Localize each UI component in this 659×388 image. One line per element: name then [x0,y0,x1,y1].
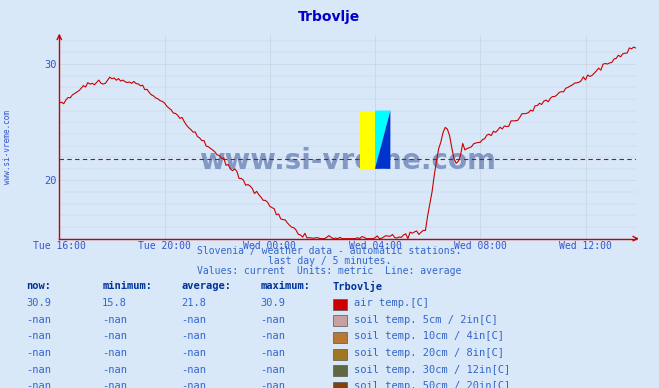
Text: -nan: -nan [181,381,206,388]
Text: 21.8: 21.8 [181,298,206,308]
Text: -nan: -nan [181,315,206,325]
Text: -nan: -nan [260,365,285,375]
Text: www.si-vreme.com: www.si-vreme.com [3,111,13,184]
Text: average:: average: [181,281,231,291]
Text: -nan: -nan [26,381,51,388]
Text: Values: current  Units: metric  Line: average: Values: current Units: metric Line: aver… [197,266,462,276]
Text: Slovenia / weather data - automatic stations.: Slovenia / weather data - automatic stat… [197,246,462,256]
Text: minimum:: minimum: [102,281,152,291]
Text: soil temp. 20cm / 8in[C]: soil temp. 20cm / 8in[C] [354,348,504,358]
Text: -nan: -nan [102,365,127,375]
Text: -nan: -nan [102,348,127,358]
Text: 30.9: 30.9 [26,298,51,308]
Text: www.si-vreme.com: www.si-vreme.com [199,147,496,175]
Text: -nan: -nan [181,348,206,358]
Text: now:: now: [26,281,51,291]
Text: -nan: -nan [26,365,51,375]
Text: Trbovlje: Trbovlje [299,10,360,24]
Text: -nan: -nan [102,315,127,325]
Text: 15.8: 15.8 [102,298,127,308]
Text: -nan: -nan [260,381,285,388]
Text: soil temp. 10cm / 4in[C]: soil temp. 10cm / 4in[C] [354,331,504,341]
Text: -nan: -nan [26,331,51,341]
Bar [360,111,375,169]
Text: -nan: -nan [102,381,127,388]
Polygon shape [375,111,390,169]
Text: 30.9: 30.9 [260,298,285,308]
Text: -nan: -nan [260,331,285,341]
Text: Trbovlje: Trbovlje [333,281,383,292]
Text: last day / 5 minutes.: last day / 5 minutes. [268,256,391,266]
Text: -nan: -nan [181,365,206,375]
Text: air temp.[C]: air temp.[C] [354,298,429,308]
Text: maximum:: maximum: [260,281,310,291]
Text: -nan: -nan [26,315,51,325]
Text: -nan: -nan [181,331,206,341]
Text: soil temp. 30cm / 12in[C]: soil temp. 30cm / 12in[C] [354,365,510,375]
Text: -nan: -nan [260,315,285,325]
Text: -nan: -nan [260,348,285,358]
Text: -nan: -nan [26,348,51,358]
Text: soil temp. 50cm / 20in[C]: soil temp. 50cm / 20in[C] [354,381,510,388]
Text: -nan: -nan [102,331,127,341]
Polygon shape [375,111,390,169]
Text: soil temp. 5cm / 2in[C]: soil temp. 5cm / 2in[C] [354,315,498,325]
